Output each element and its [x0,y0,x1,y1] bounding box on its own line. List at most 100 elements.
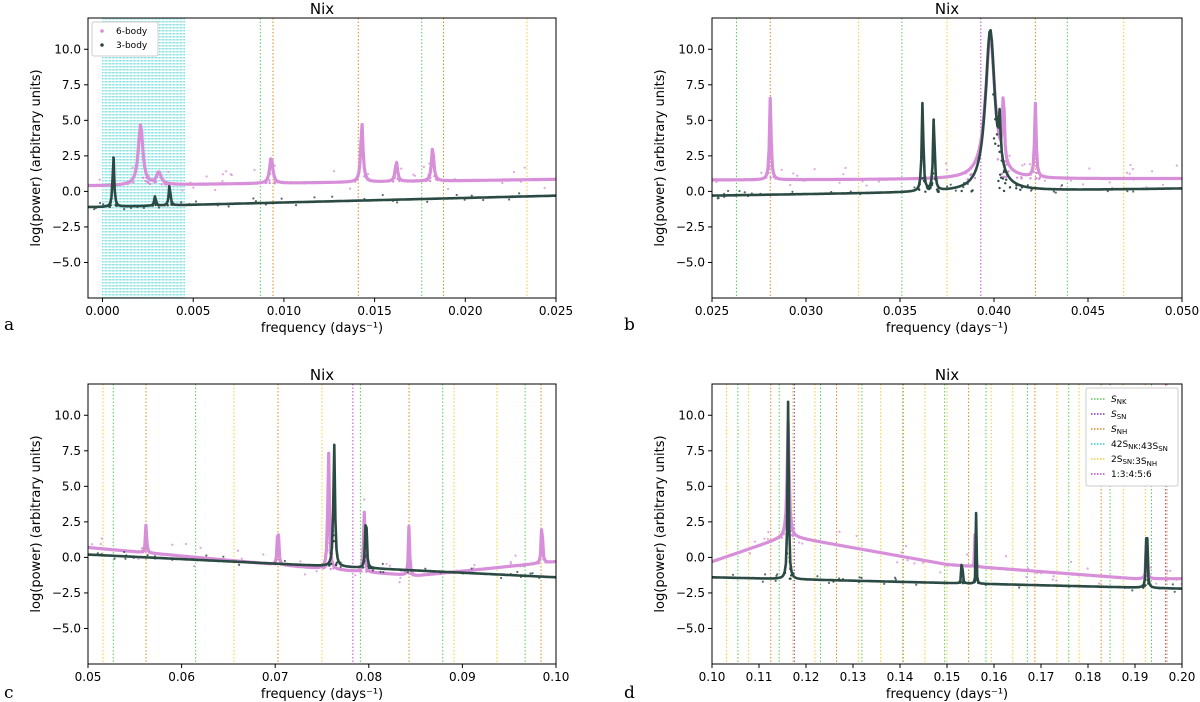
series-point-3-body [827,581,831,585]
series-point-3-body [759,192,762,195]
series-point-6-body [90,543,94,546]
series-point-6-body [265,181,268,184]
series-point-6-body [332,567,335,570]
series-point-6-body [766,537,770,541]
series-point-6-body [388,564,392,567]
series-point-6-body [768,130,772,133]
legend-label: 6-body [116,27,148,37]
x-tick-label: 0.09 [449,670,476,684]
series-point-3-body [332,534,335,537]
series-point-6-body [1029,173,1032,176]
series-point-3-body [320,563,323,566]
series-point-6-body [268,181,271,185]
series-point-3-body [1001,177,1005,180]
series-point-6-body [1175,578,1178,581]
y-tick-label: 0.0 [686,550,705,564]
series-point-3-body [962,579,965,583]
legend-sub: NH [1117,428,1128,436]
series-point-3-body [743,191,746,194]
series-point-6-body [422,165,425,168]
series-point-6-body [131,166,134,169]
series-point-6-body [1033,153,1036,157]
series-point-3-body [830,190,833,194]
series-point-3-body [915,583,918,586]
series-point-3-body [211,559,214,562]
series-point-3-body [146,554,149,557]
series-point-3-body [333,483,336,486]
x-tick-label: 0.035 [883,304,917,318]
series-point-6-body [544,561,547,564]
series-point-3-body [998,173,1002,176]
series-point-3-body [913,186,916,189]
series-point-6-body [164,182,167,186]
chart-title: Nix [935,366,959,384]
series-point-3-body [1147,582,1150,585]
series-point-3-body [883,582,886,585]
series-point-6-body [221,173,224,176]
series-point-3-body [841,577,845,581]
series-point-3-body [1132,190,1135,193]
series-point-3-body [774,579,777,582]
series-point-6-body [143,166,147,170]
series-point-6-body [913,562,916,565]
series-point-3-body [928,187,931,190]
panel-d: 0.10 0.11 0.12 0.13 0.14 0.15 0.16 0.17 0.18 0.19… [624,366,1195,702]
series-point-6-body [328,525,331,528]
series-point-6-body [155,175,158,179]
series-point-6-body [354,574,357,577]
series-point-3-body [508,198,511,201]
series-point-6-body [399,178,403,182]
series-point-3-body [1158,587,1161,590]
x-axis-label: frequency (days⁻¹) [886,687,1008,702]
series-point-6-body [356,175,360,178]
series-point-6-body [1001,118,1005,122]
series-point-3-body [1171,583,1174,586]
series-point-3-body [914,581,917,584]
series-point-3-body [816,575,819,578]
series-point-3-body [791,190,794,193]
panel-letter: b [624,315,635,335]
series-point-6-body [142,176,145,179]
series-point-3-body [1002,189,1006,193]
series-point-3-body [994,118,997,121]
series-point-6-body [769,132,773,135]
series-point-6-body [789,183,792,187]
series-point-6-body [205,175,208,178]
series-point-3-body [551,194,554,197]
y-tick-label: 10.0 [678,42,705,56]
series-point-3-body [391,199,395,203]
series-point-6-body [1150,170,1154,173]
series-point-3-body [785,552,789,555]
series-point-6-body [1126,171,1129,174]
series-point-3-body [716,197,719,200]
y-tick-label: 7.5 [62,78,81,92]
series-point-3-body [110,197,113,200]
series-point-3-body [372,566,376,570]
series-point-6-body [540,542,543,546]
series-point-6-body [763,537,766,540]
series-point-3-body [280,197,283,200]
series-point-3-body [509,572,512,576]
series-point-3-body [238,563,241,567]
series-point-6-body [363,168,366,172]
panel-c: 0.05 0.06 0.07 0.08 0.09 0.10 −5.0 −2.5 0.0 2.5 5.… [4,366,569,702]
y-axis-label: log(power) (arbitrary units) [29,69,44,246]
axes-frame [87,17,557,299]
series-point-6-body [753,540,757,543]
series-point-3-body [923,176,927,179]
y-tick-label: 2.5 [62,149,81,163]
y-tick-label: −5.0 [676,255,705,269]
series-point-6-body [842,173,845,176]
series-point-6-body [387,180,390,183]
x-tick-label: 0.15 [934,670,961,684]
series-point-3-body [958,581,962,584]
series-point-3-body [396,201,399,204]
panel-letter: d [624,683,635,702]
series-point-3-body [789,566,792,570]
series-point-3-body [129,206,133,210]
series-point-6-body [939,571,942,574]
series-point-3-body [157,206,161,209]
series-point-6-body [996,158,1000,161]
series-point-3-body [992,137,996,140]
x-tick-label: 0.19 [1122,670,1149,684]
